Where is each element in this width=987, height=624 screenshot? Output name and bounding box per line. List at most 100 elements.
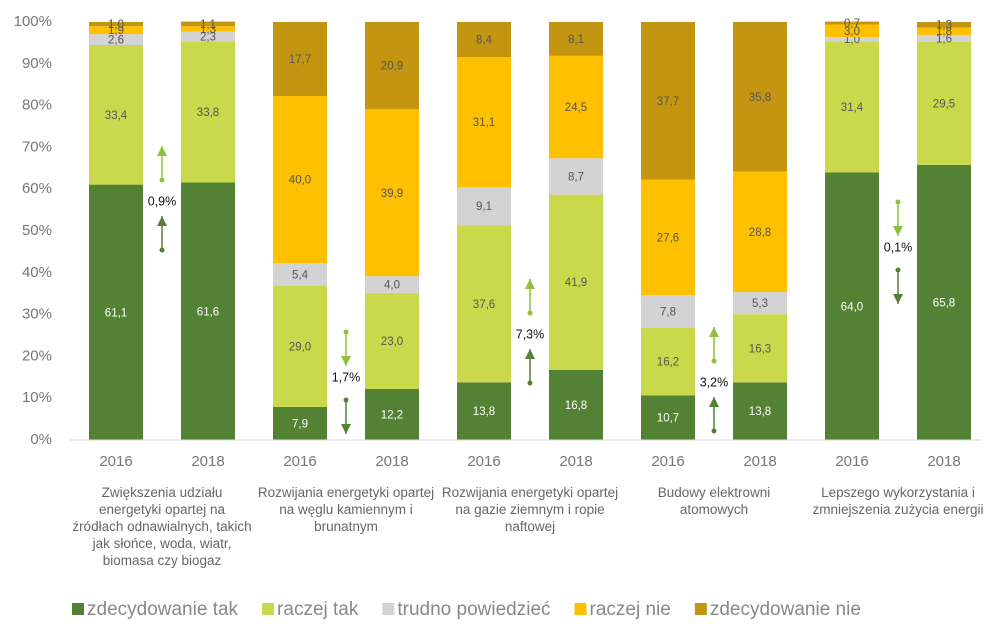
bar-segment: [641, 22, 695, 180]
value-label: 64,0: [841, 301, 863, 313]
value-label: 9,1: [476, 201, 492, 213]
value-label: 1,0: [844, 34, 860, 46]
value-label: 17,7: [289, 54, 311, 66]
bar-segment: [549, 22, 603, 56]
bar-segment: [917, 34, 971, 42]
value-label: 2,3: [200, 31, 216, 43]
value-label: 16,8: [565, 400, 587, 412]
y-tick-label: 60%: [22, 180, 52, 197]
bar-segment: [917, 27, 971, 35]
bar-segment: [825, 37, 879, 42]
x-tick-label: 2016: [651, 453, 684, 470]
value-label: 8,1: [568, 34, 584, 46]
value-label: 5,4: [292, 270, 309, 282]
x-tick-label: 2018: [927, 453, 960, 470]
arrow-tail: [159, 247, 165, 253]
bar-segment: [181, 31, 235, 42]
bar-segment: [273, 22, 327, 96]
bar-segment: [641, 327, 695, 396]
value-label: 37,6: [473, 299, 495, 311]
bar-segment: [457, 382, 511, 440]
x-tick-label: 2018: [559, 453, 592, 470]
bar-segment: [825, 41, 879, 173]
value-label: 12,2: [381, 410, 403, 422]
bar-segment: [549, 194, 603, 370]
value-label: 31,4: [841, 102, 864, 114]
bar-segment: [549, 55, 603, 159]
arrow-head: [157, 146, 167, 156]
value-label: 29,0: [289, 341, 311, 353]
bar-segment: [365, 276, 419, 293]
group-label: Zwiększenia udziału energetyki opartej n…: [72, 485, 252, 568]
value-label: 8,4: [476, 35, 493, 47]
bar-segment: [457, 57, 511, 188]
bar-segment: [365, 22, 419, 110]
value-label: 10,7: [657, 413, 679, 425]
y-tick-label: 10%: [22, 389, 52, 406]
bar-segment: [457, 225, 511, 383]
bar-segment: [733, 314, 787, 383]
arrow-tail: [711, 428, 717, 434]
arrow-head: [525, 349, 535, 359]
value-label: 37,7: [657, 96, 679, 108]
arrow-tail: [343, 329, 349, 335]
arrow-head: [525, 279, 535, 289]
arrow-head: [157, 216, 167, 226]
bar-segment: [365, 389, 419, 440]
bar-segment: [733, 382, 787, 440]
legend-label: zdecydowanie nie: [710, 599, 861, 620]
legend-swatch: [382, 603, 395, 615]
bar-segment: [181, 182, 235, 440]
arrow-tail: [711, 358, 717, 364]
value-label: 39,9: [381, 188, 403, 200]
bar-segment: [273, 285, 327, 407]
x-tick-label: 2016: [467, 453, 500, 470]
bar-segment: [549, 158, 603, 195]
legend-label: raczej nie: [590, 599, 671, 620]
value-label: 1,3: [200, 24, 216, 36]
value-label: 1,6: [936, 33, 952, 45]
x-tick-label: 2018: [743, 453, 776, 470]
value-label: 0,7: [844, 18, 860, 30]
value-label: 33,4: [105, 110, 128, 122]
bar-segment: [181, 41, 235, 183]
bar-segment: [917, 164, 971, 440]
bar-segment: [641, 179, 695, 295]
group-label: Rozwijania energetyki opartej na węglu k…: [257, 485, 435, 534]
arrow-head: [893, 294, 903, 304]
bar-segment: [457, 22, 511, 58]
arrow-head: [709, 327, 719, 337]
group-label: Rozwijania energetyki opartej na gazie z…: [441, 485, 619, 534]
legend-swatch: [694, 603, 707, 615]
annotation: 1,7%: [332, 370, 361, 384]
value-label: 16,3: [749, 343, 771, 355]
x-tick-label: 2016: [99, 453, 132, 470]
value-label: 23,0: [381, 336, 403, 348]
value-label: 3,0: [844, 26, 860, 38]
y-tick-label: 0%: [30, 431, 52, 448]
bar-segment: [273, 95, 327, 264]
bar-segment: [917, 41, 971, 165]
legend-label: zdecydowanie tak: [87, 599, 239, 620]
arrow-head: [341, 424, 351, 434]
value-label: 1,8: [936, 26, 952, 38]
value-label: 7,8: [660, 306, 676, 318]
bar-segment: [733, 22, 787, 172]
value-label: 61,6: [197, 306, 219, 318]
value-label: 41,9: [565, 277, 587, 289]
y-tick-label: 40%: [22, 264, 52, 281]
arrow-head: [341, 356, 351, 366]
value-label: 28,8: [749, 227, 771, 239]
y-tick-label: 90%: [22, 55, 52, 72]
x-tick-label: 2016: [835, 453, 868, 470]
value-label: 7,9: [292, 419, 308, 431]
y-tick-label: 20%: [22, 347, 52, 364]
value-label: 33,8: [197, 107, 219, 119]
y-tick-label: 100%: [14, 13, 52, 30]
value-label: 1,9: [108, 25, 124, 37]
value-label: 1,3: [936, 20, 952, 32]
legend-label: raczej tak: [277, 599, 359, 620]
x-tick-label: 2018: [191, 453, 224, 470]
